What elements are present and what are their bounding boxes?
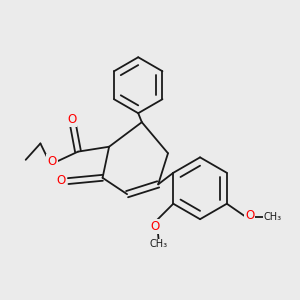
Text: O: O (150, 220, 159, 233)
Text: CH₃: CH₃ (263, 212, 281, 222)
Text: O: O (67, 113, 76, 126)
Text: O: O (56, 174, 65, 187)
Text: CH₃: CH₃ (149, 239, 168, 249)
Text: O: O (47, 155, 57, 168)
Text: O: O (245, 209, 254, 222)
